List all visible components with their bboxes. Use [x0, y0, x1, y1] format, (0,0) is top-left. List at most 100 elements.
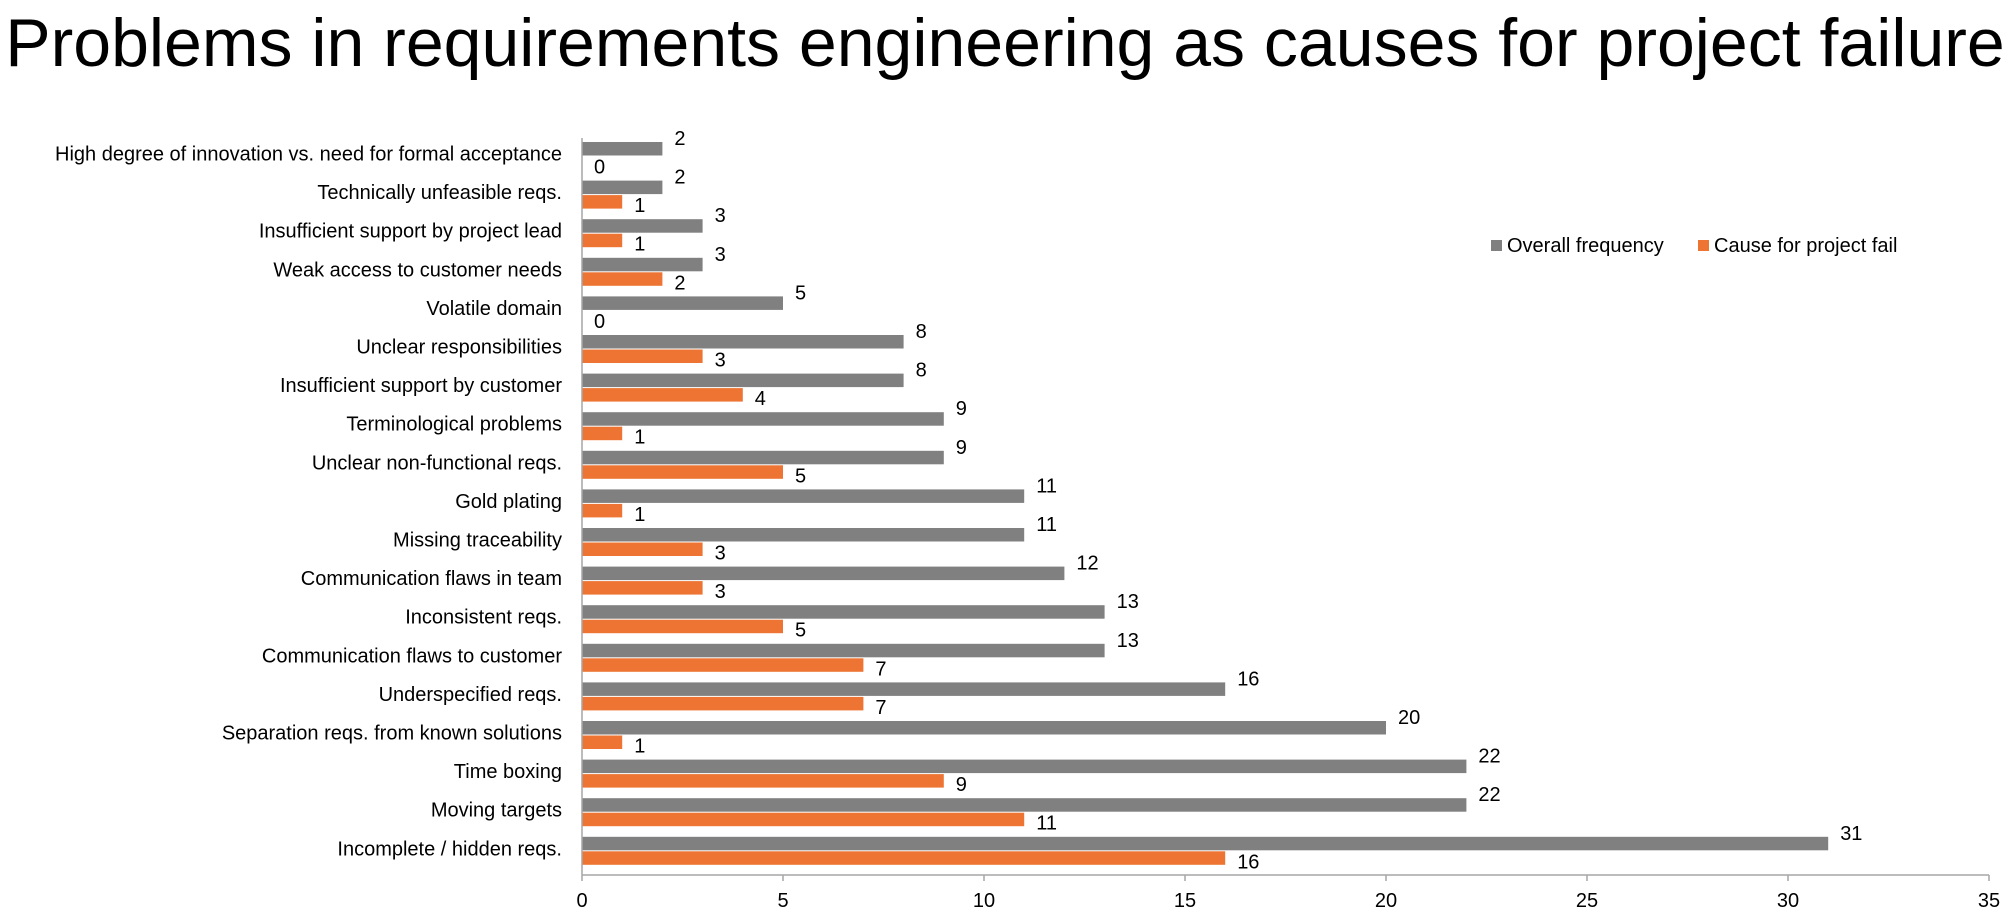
- bar-cause-for-project-fail: [582, 581, 703, 595]
- category-label: Gold plating: [455, 491, 562, 513]
- bar-cause-for-project-fail: [582, 233, 623, 248]
- data-label: 1: [634, 427, 645, 449]
- data-label: 11: [1036, 813, 1057, 835]
- data-label: 13: [1117, 630, 1139, 652]
- x-tick-label: 25: [1576, 890, 1598, 912]
- axes-layer: 0 5 10 15 20 25 30 35: [576, 138, 2000, 912]
- bar-cause-for-project-fail: [582, 465, 783, 479]
- bar-overall-frequency: [582, 566, 1065, 581]
- bar-overall-frequency: [582, 643, 1105, 658]
- data-label: 8: [916, 360, 927, 382]
- category-label: Volatile domain: [426, 298, 562, 320]
- bar-overall-frequency: [582, 721, 1386, 735]
- bar-overall-frequency: [582, 450, 944, 465]
- x-tick-label: 35: [1978, 890, 2000, 912]
- data-label: 0: [594, 157, 605, 179]
- bar-overall-frequency: [582, 219, 703, 233]
- bar-cause-for-project-fail: [582, 503, 623, 518]
- data-label: 3: [715, 581, 726, 603]
- data-label: 3: [715, 244, 726, 266]
- data-label: 20: [1398, 707, 1420, 729]
- bar-overall-frequency: [582, 412, 944, 426]
- bar-overall-frequency: [582, 257, 703, 272]
- bar-cause-for-project-fail: [582, 851, 1226, 865]
- data-label: 4: [755, 388, 766, 410]
- category-label: Inconsistent reqs.: [405, 607, 562, 629]
- bar-cause-for-project-fail: [582, 735, 623, 749]
- bar-overall-frequency: [582, 335, 904, 349]
- category-label: Separation reqs. from known solutions: [222, 723, 562, 745]
- data-label: 1: [634, 195, 645, 217]
- data-label: 13: [1117, 591, 1139, 613]
- data-label: 5: [795, 465, 806, 487]
- data-label: 8: [916, 321, 927, 343]
- data-label: 1: [634, 234, 645, 256]
- category-label: Moving targets: [431, 800, 562, 822]
- bar-overall-frequency: [582, 798, 1467, 812]
- category-label: Unclear responsibilities: [356, 337, 562, 359]
- data-label: 11: [1036, 514, 1057, 536]
- bar-cause-for-project-fail: [582, 696, 864, 711]
- data-label: 22: [1478, 784, 1500, 806]
- legend-overall-frequency-label: Overall frequency: [1507, 235, 1664, 257]
- data-label: 2: [674, 128, 685, 150]
- bar-cause-for-project-fail: [582, 195, 623, 209]
- bar-overall-frequency: [582, 373, 904, 388]
- data-label: 0: [594, 311, 605, 333]
- bar-cause-for-project-fail: [582, 542, 703, 556]
- bar-cause-for-project-fail: [582, 272, 663, 286]
- x-tick-label: 5: [777, 890, 788, 912]
- chart-title: Problems in requirements engineering as …: [5, 5, 2005, 81]
- bar-overall-frequency: [582, 682, 1226, 696]
- legend-cause-for-project-fail-label: Cause for project fail: [1714, 235, 1897, 257]
- bar-overall-frequency: [582, 489, 1025, 503]
- x-tick-label: 15: [1174, 890, 1196, 912]
- data-label: 11: [1036, 475, 1057, 497]
- x-tick-label: 0: [576, 890, 587, 912]
- category-label: Underspecified reqs.: [379, 684, 562, 706]
- legend-cause-for-project-fail-swatch: [1698, 240, 1709, 251]
- data-label: 9: [956, 398, 967, 420]
- category-label: Insufficient support by project lead: [259, 221, 562, 243]
- data-label: 3: [715, 205, 726, 227]
- bar-overall-frequency: [582, 528, 1025, 542]
- data-label: 16: [1237, 851, 1259, 873]
- data-label: 12: [1076, 553, 1098, 575]
- bars-layer: [582, 142, 1829, 865]
- bar-cause-for-project-fail: [582, 812, 1025, 827]
- bar-cause-for-project-fail: [582, 774, 944, 788]
- x-tick-label: 10: [973, 890, 995, 912]
- data-label: 3: [715, 543, 726, 565]
- bar-overall-frequency: [582, 296, 783, 310]
- data-label: 7: [875, 697, 886, 719]
- data-label: 22: [1478, 746, 1500, 768]
- bar-cause-for-project-fail: [582, 658, 864, 672]
- legend: Overall frequency Cause for project fail: [1491, 235, 1897, 257]
- bar-overall-frequency: [582, 142, 663, 156]
- data-label: 5: [795, 620, 806, 642]
- category-label: Technically unfeasible reqs.: [317, 182, 562, 204]
- category-label: Terminological problems: [346, 414, 562, 436]
- data-label: 2: [674, 167, 685, 189]
- category-label: Time boxing: [454, 761, 562, 783]
- data-label: 3: [715, 350, 726, 372]
- data-label: 1: [634, 504, 645, 526]
- data-label: 31: [1840, 823, 1862, 845]
- bar-overall-frequency: [582, 836, 1829, 851]
- category-label: Weak access to customer needs: [273, 259, 562, 281]
- data-label: 7: [875, 658, 886, 680]
- data-label: 5: [795, 282, 806, 304]
- data-label: 16: [1237, 668, 1259, 690]
- labels-layer: High degree of innovation vs. need for f…: [55, 128, 1862, 873]
- data-label: 9: [956, 774, 967, 796]
- category-label: Missing traceability: [393, 530, 562, 552]
- category-label: Unclear non-functional reqs.: [312, 452, 562, 474]
- bar-cause-for-project-fail: [582, 349, 703, 363]
- bar-overall-frequency: [582, 759, 1467, 774]
- bar-cause-for-project-fail: [582, 426, 623, 441]
- category-label: High degree of innovation vs. need for f…: [55, 144, 562, 166]
- legend-overall-frequency-swatch: [1491, 240, 1502, 251]
- bar-overall-frequency: [582, 180, 663, 195]
- category-label: Communication flaws to customer: [262, 645, 562, 667]
